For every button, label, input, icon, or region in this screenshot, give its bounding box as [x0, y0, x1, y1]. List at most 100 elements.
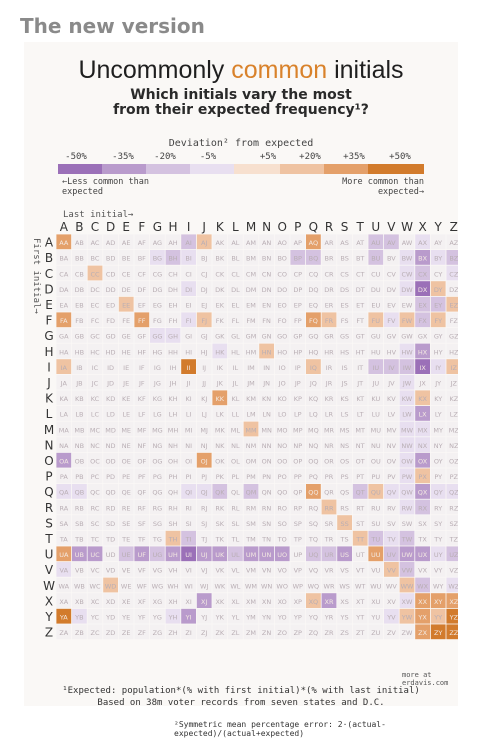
cell-label: XE [122, 598, 131, 606]
heatmap-cell [259, 437, 274, 452]
heatmap-cell [228, 281, 243, 296]
cell-label: DK [215, 286, 225, 294]
heatmap-cell [259, 421, 274, 437]
heatmap-cell [56, 468, 72, 484]
heatmap-cell [56, 234, 72, 250]
heatmap-cell [352, 484, 368, 499]
heatmap-cell [181, 281, 196, 296]
heatmap-cell [87, 265, 103, 281]
heatmap-cell [134, 577, 150, 593]
heatmap-cell [415, 577, 430, 593]
heatmap-cell [306, 343, 321, 359]
cell-label: TY [433, 536, 442, 544]
heatmap-cell [321, 593, 337, 608]
heatmap-cell [196, 608, 212, 624]
cell-label: DN [262, 286, 272, 294]
heatmap-cell [384, 406, 399, 421]
cell-label: WV [386, 582, 397, 590]
cell-label: DP [293, 286, 302, 294]
heatmap-cell [430, 608, 446, 624]
heatmap-cell [368, 484, 384, 499]
cell-label: YI [185, 614, 192, 622]
cell-label: UE [122, 551, 131, 559]
source-link[interactable]: more at erdavis.com [402, 671, 449, 687]
cell-label: OC [90, 458, 100, 466]
cell-label: RI [185, 504, 192, 512]
heatmap-cell [72, 608, 87, 624]
heatmap-cell [399, 281, 415, 296]
cell-label: CE [122, 270, 131, 278]
cell-label: XK [215, 598, 224, 606]
cell-label: MO [277, 426, 288, 434]
heatmap-cell [165, 577, 181, 593]
cell-label: CX [418, 270, 428, 278]
heatmap-cell [446, 562, 458, 577]
heatmap-cell [228, 546, 243, 562]
heatmap-cell [165, 406, 181, 421]
heatmap-cell [165, 530, 181, 546]
cell-label: BI [185, 255, 191, 263]
cell-label: IR [326, 364, 333, 372]
column-label: A [60, 220, 69, 234]
cell-label: WS [339, 582, 350, 590]
cell-label: NL [231, 442, 240, 450]
heatmap-cell [134, 421, 150, 437]
cell-label: BJ [201, 255, 207, 263]
cell-label: IY [435, 364, 441, 372]
cell-label: QM [246, 489, 257, 497]
heatmap-cell [446, 421, 458, 437]
heatmap-cell [196, 390, 212, 406]
cell-label: IF [139, 364, 145, 372]
cell-label: II [187, 364, 191, 372]
heatmap-cell [430, 374, 446, 390]
heatmap-cell [430, 406, 446, 421]
heatmap-cell [321, 328, 337, 343]
cell-label: AN [262, 239, 271, 247]
heatmap-cell [103, 484, 118, 499]
cell-label: KZ [449, 395, 458, 403]
heatmap-cell [399, 437, 415, 452]
cell-label: VD [106, 567, 115, 575]
heatmap-cell [306, 484, 321, 499]
heatmap-cell [446, 468, 458, 484]
heatmap-cell [196, 499, 212, 515]
heatmap-cell [384, 484, 399, 499]
cell-label: BC [91, 255, 100, 263]
heatmap-cell [56, 406, 72, 421]
cell-label: MB [74, 426, 84, 434]
cell-label: WT [355, 582, 365, 590]
cell-label: RE [122, 504, 131, 512]
heatmap-cell [446, 359, 458, 374]
heatmap-cell [56, 593, 72, 608]
column-label: T [356, 220, 365, 234]
cell-label: LC [91, 411, 100, 419]
cell-label: BR [325, 255, 334, 263]
cell-label: SC [91, 520, 100, 528]
cell-label: ST [356, 520, 364, 528]
cell-label: ZM [246, 629, 256, 637]
heatmap-cell [228, 593, 243, 608]
cell-label: GQ [308, 333, 318, 341]
cell-label: UH [168, 551, 178, 559]
heatmap-cell [430, 546, 446, 562]
cell-label: CO [277, 270, 287, 278]
legend-label: -5% [199, 152, 217, 162]
cell-label: XO [278, 598, 287, 606]
cell-label: JN [262, 380, 270, 388]
cell-label: SG [153, 520, 162, 528]
cell-label: CA [59, 270, 69, 278]
cell-label: LS [341, 411, 349, 419]
legend-swatch [58, 164, 102, 174]
cell-label: LJ [201, 411, 207, 419]
column-label: J [201, 220, 206, 234]
heatmap-cell [446, 499, 458, 515]
heatmap-cell [56, 265, 72, 281]
heatmap-cell [321, 250, 337, 265]
heatmap-cell [274, 265, 290, 281]
cell-label: XU [371, 598, 380, 606]
heatmap-cell [212, 484, 228, 499]
heatmap-cell [150, 499, 165, 515]
heatmap-cell [306, 437, 321, 452]
heatmap-cell [415, 328, 430, 343]
cell-label: HC [90, 348, 100, 356]
